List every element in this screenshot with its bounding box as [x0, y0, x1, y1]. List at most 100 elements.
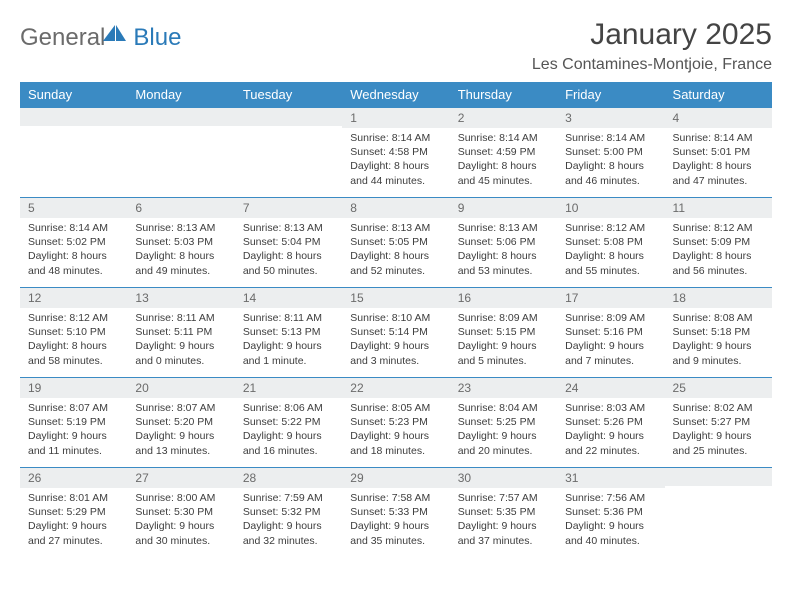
calendar-week-row: 5Sunrise: 8:14 AMSunset: 5:02 PMDaylight…: [20, 197, 772, 287]
day-number: 4: [665, 108, 772, 128]
day-number: 12: [20, 288, 127, 308]
calendar-week-row: 26Sunrise: 8:01 AMSunset: 5:29 PMDayligh…: [20, 467, 772, 557]
calendar-table: SundayMondayTuesdayWednesdayThursdayFrid…: [20, 82, 772, 557]
day-number: 25: [665, 378, 772, 398]
day-number: 10: [557, 198, 664, 218]
day-number: 13: [127, 288, 234, 308]
day-detail: Sunrise: 8:06 AMSunset: 5:22 PMDaylight:…: [235, 398, 342, 462]
calendar-week-row: 19Sunrise: 8:07 AMSunset: 5:19 PMDayligh…: [20, 377, 772, 467]
day-number: 8: [342, 198, 449, 218]
calendar-cell: 16Sunrise: 8:09 AMSunset: 5:15 PMDayligh…: [450, 287, 557, 377]
calendar-cell: [235, 107, 342, 197]
day-number: 29: [342, 468, 449, 488]
day-number: 5: [20, 198, 127, 218]
calendar-cell: 19Sunrise: 8:07 AMSunset: 5:19 PMDayligh…: [20, 377, 127, 467]
header: General Blue January 2025 Les Contamines…: [20, 18, 772, 74]
day-detail: Sunrise: 8:03 AMSunset: 5:26 PMDaylight:…: [557, 398, 664, 462]
day-number: 1: [342, 108, 449, 128]
calendar-cell: 24Sunrise: 8:03 AMSunset: 5:26 PMDayligh…: [557, 377, 664, 467]
calendar-cell: 11Sunrise: 8:12 AMSunset: 5:09 PMDayligh…: [665, 197, 772, 287]
calendar-cell: [127, 107, 234, 197]
day-number: 9: [450, 198, 557, 218]
day-detail: Sunrise: 8:07 AMSunset: 5:19 PMDaylight:…: [20, 398, 127, 462]
day-number: 20: [127, 378, 234, 398]
calendar-cell: 9Sunrise: 8:13 AMSunset: 5:06 PMDaylight…: [450, 197, 557, 287]
calendar-cell: 18Sunrise: 8:08 AMSunset: 5:18 PMDayligh…: [665, 287, 772, 377]
calendar-cell: 29Sunrise: 7:58 AMSunset: 5:33 PMDayligh…: [342, 467, 449, 557]
calendar-cell: 3Sunrise: 8:14 AMSunset: 5:00 PMDaylight…: [557, 107, 664, 197]
weekday-header: Wednesday: [342, 82, 449, 107]
day-detail: Sunrise: 8:14 AMSunset: 5:00 PMDaylight:…: [557, 128, 664, 192]
weekday-header: Saturday: [665, 82, 772, 107]
day-detail: Sunrise: 8:13 AMSunset: 5:04 PMDaylight:…: [235, 218, 342, 282]
day-number: 31: [557, 468, 664, 488]
calendar-cell: 20Sunrise: 8:07 AMSunset: 5:20 PMDayligh…: [127, 377, 234, 467]
logo-triangle-icon-2: [116, 25, 126, 41]
day-detail: Sunrise: 8:08 AMSunset: 5:18 PMDaylight:…: [665, 308, 772, 372]
calendar-cell: 21Sunrise: 8:06 AMSunset: 5:22 PMDayligh…: [235, 377, 342, 467]
logo-text-blue: Blue: [133, 24, 181, 52]
day-detail: Sunrise: 7:57 AMSunset: 5:35 PMDaylight:…: [450, 488, 557, 552]
day-number: 23: [450, 378, 557, 398]
day-detail: Sunrise: 8:11 AMSunset: 5:11 PMDaylight:…: [127, 308, 234, 372]
day-detail: Sunrise: 7:58 AMSunset: 5:33 PMDaylight:…: [342, 488, 449, 552]
calendar-cell: 6Sunrise: 8:13 AMSunset: 5:03 PMDaylight…: [127, 197, 234, 287]
day-number: 7: [235, 198, 342, 218]
day-detail: Sunrise: 8:14 AMSunset: 4:59 PMDaylight:…: [450, 128, 557, 192]
calendar-cell: 31Sunrise: 7:56 AMSunset: 5:36 PMDayligh…: [557, 467, 664, 557]
day-number: 28: [235, 468, 342, 488]
day-number: [665, 468, 772, 486]
day-detail: Sunrise: 8:10 AMSunset: 5:14 PMDaylight:…: [342, 308, 449, 372]
day-detail: Sunrise: 8:14 AMSunset: 5:02 PMDaylight:…: [20, 218, 127, 282]
logo-text-general: General: [20, 24, 105, 52]
day-number: 14: [235, 288, 342, 308]
weekday-header-row: SundayMondayTuesdayWednesdayThursdayFrid…: [20, 82, 772, 107]
calendar-cell: 22Sunrise: 8:05 AMSunset: 5:23 PMDayligh…: [342, 377, 449, 467]
day-number: 6: [127, 198, 234, 218]
day-number: [127, 108, 234, 126]
weekday-header: Thursday: [450, 82, 557, 107]
day-detail: Sunrise: 8:14 AMSunset: 5:01 PMDaylight:…: [665, 128, 772, 192]
calendar-cell: 4Sunrise: 8:14 AMSunset: 5:01 PMDaylight…: [665, 107, 772, 197]
day-detail: Sunrise: 8:13 AMSunset: 5:03 PMDaylight:…: [127, 218, 234, 282]
calendar-cell: [20, 107, 127, 197]
location-subtitle: Les Contamines-Montjoie, France: [532, 56, 772, 74]
logo-triangle-icon: [103, 25, 115, 41]
calendar-week-row: 12Sunrise: 8:12 AMSunset: 5:10 PMDayligh…: [20, 287, 772, 377]
calendar-cell: [665, 467, 772, 557]
day-detail: Sunrise: 8:07 AMSunset: 5:20 PMDaylight:…: [127, 398, 234, 462]
calendar-cell: 27Sunrise: 8:00 AMSunset: 5:30 PMDayligh…: [127, 467, 234, 557]
day-detail: Sunrise: 8:12 AMSunset: 5:09 PMDaylight:…: [665, 218, 772, 282]
day-number: 27: [127, 468, 234, 488]
day-detail: Sunrise: 8:12 AMSunset: 5:10 PMDaylight:…: [20, 308, 127, 372]
day-number: 11: [665, 198, 772, 218]
day-detail: Sunrise: 8:13 AMSunset: 5:05 PMDaylight:…: [342, 218, 449, 282]
calendar-cell: 12Sunrise: 8:12 AMSunset: 5:10 PMDayligh…: [20, 287, 127, 377]
calendar-cell: 30Sunrise: 7:57 AMSunset: 5:35 PMDayligh…: [450, 467, 557, 557]
day-detail: Sunrise: 8:00 AMSunset: 5:30 PMDaylight:…: [127, 488, 234, 552]
day-detail: Sunrise: 8:04 AMSunset: 5:25 PMDaylight:…: [450, 398, 557, 462]
day-number: 16: [450, 288, 557, 308]
day-number: 15: [342, 288, 449, 308]
weekday-header: Monday: [127, 82, 234, 107]
day-number: 30: [450, 468, 557, 488]
calendar-cell: 8Sunrise: 8:13 AMSunset: 5:05 PMDaylight…: [342, 197, 449, 287]
day-detail: Sunrise: 8:09 AMSunset: 5:15 PMDaylight:…: [450, 308, 557, 372]
day-number: 17: [557, 288, 664, 308]
calendar-week-row: 1Sunrise: 8:14 AMSunset: 4:58 PMDaylight…: [20, 107, 772, 197]
calendar-cell: 5Sunrise: 8:14 AMSunset: 5:02 PMDaylight…: [20, 197, 127, 287]
page-title: January 2025: [532, 18, 772, 52]
day-detail: Sunrise: 8:02 AMSunset: 5:27 PMDaylight:…: [665, 398, 772, 462]
day-number: 21: [235, 378, 342, 398]
day-detail: Sunrise: 7:56 AMSunset: 5:36 PMDaylight:…: [557, 488, 664, 552]
calendar-cell: 25Sunrise: 8:02 AMSunset: 5:27 PMDayligh…: [665, 377, 772, 467]
calendar-cell: 14Sunrise: 8:11 AMSunset: 5:13 PMDayligh…: [235, 287, 342, 377]
weekday-header: Tuesday: [235, 82, 342, 107]
day-number: 3: [557, 108, 664, 128]
day-number: 2: [450, 108, 557, 128]
calendar-cell: 2Sunrise: 8:14 AMSunset: 4:59 PMDaylight…: [450, 107, 557, 197]
day-number: 22: [342, 378, 449, 398]
day-detail: Sunrise: 8:01 AMSunset: 5:29 PMDaylight:…: [20, 488, 127, 552]
logo: General Blue: [20, 18, 181, 52]
weekday-header: Friday: [557, 82, 664, 107]
